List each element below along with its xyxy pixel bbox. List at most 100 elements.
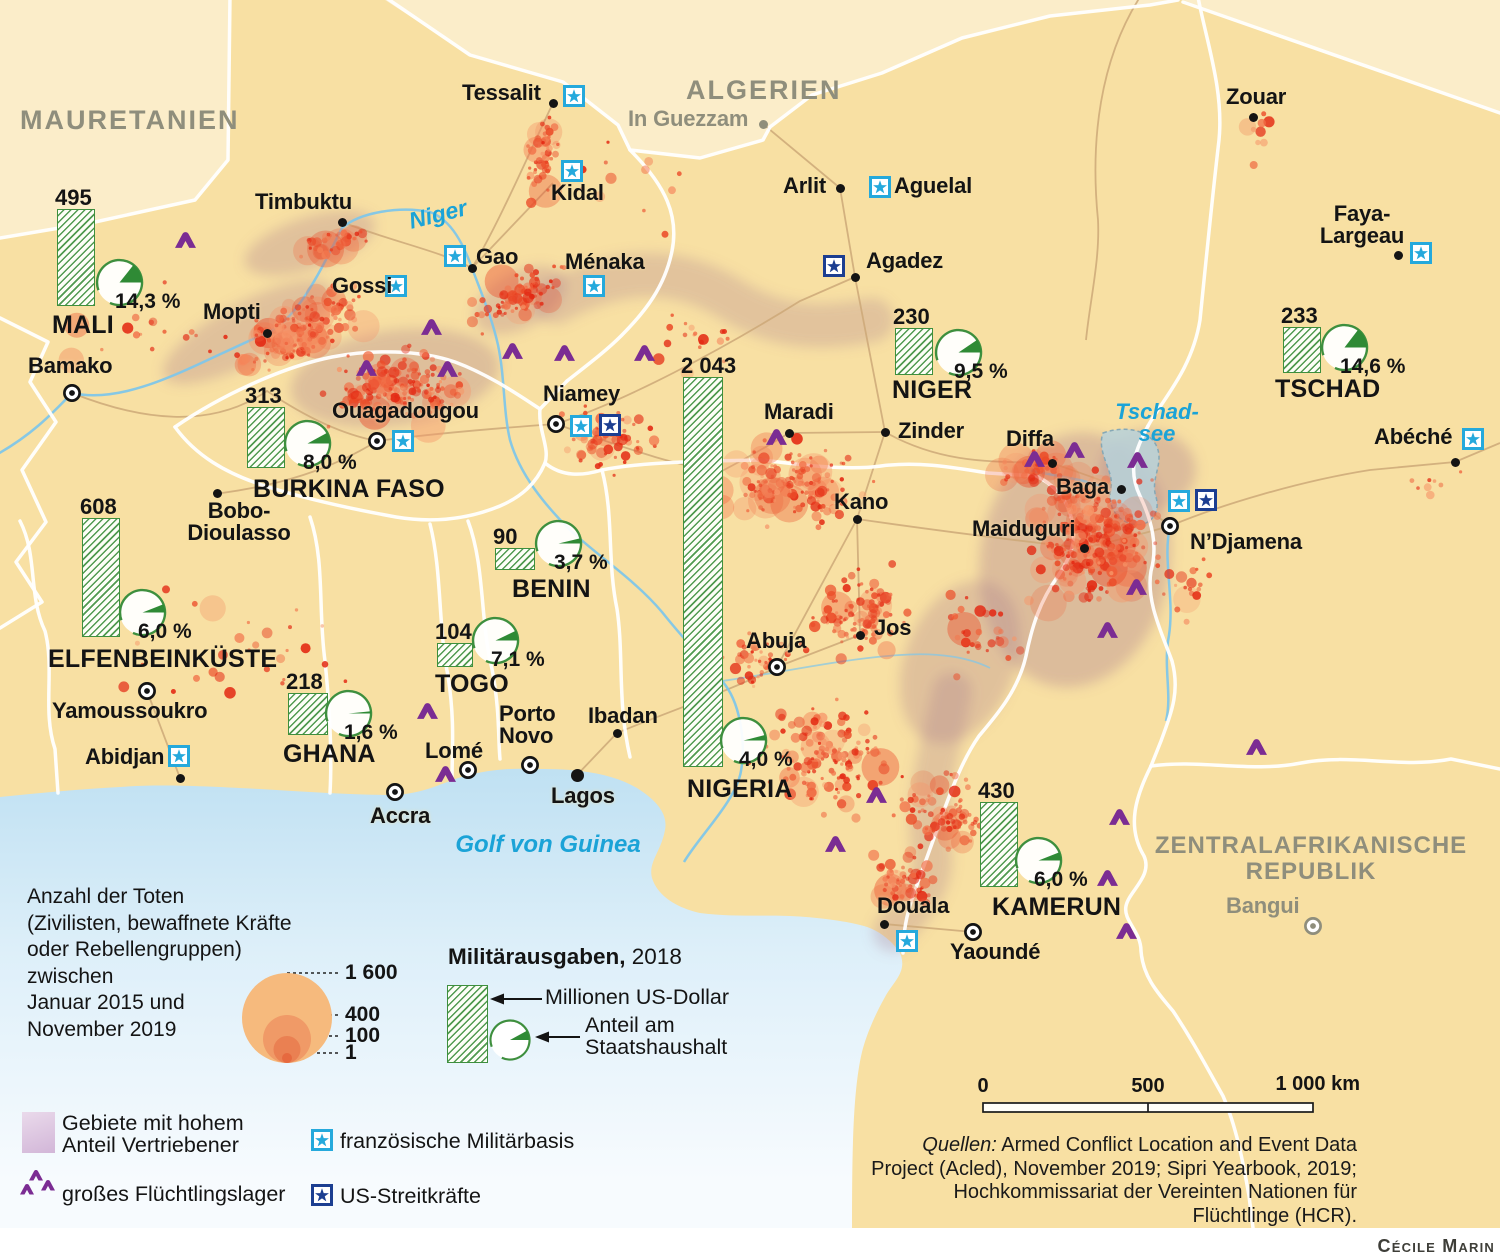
deaths-circle-value: 1 (345, 1041, 357, 1064)
deaths-circle-value: 100 (345, 1024, 381, 1047)
spending-legend-title: Militärausgaben, 2018 (448, 944, 682, 970)
city-label: Faya- Largeau (1319, 201, 1405, 249)
spending-country: ELFENBEINKÜSTE (48, 645, 278, 673)
city-label: Ibadan (588, 703, 658, 728)
sources-line-2: Project (Acled), November 2019; Sipri Ye… (871, 1157, 1357, 1180)
city-dot (612, 728, 622, 738)
french-base-icon (570, 415, 592, 437)
city-label: Abidjan (85, 744, 165, 769)
city-label: Bamako (28, 353, 113, 378)
city-dot (570, 768, 584, 782)
city-dot (175, 773, 185, 783)
scale-0: 0 (977, 1075, 989, 1097)
refugee-camp-icon (1116, 923, 1137, 944)
city-label: Niamey (543, 381, 621, 406)
french-base-icon (168, 745, 190, 767)
sources-block: Quellen: Armed Conflict Location and Eve… (860, 1134, 1357, 1228)
city-label: Jos (874, 615, 912, 640)
spending-country: BENIN (512, 575, 591, 603)
spending-pie (283, 419, 331, 467)
displaced-area-swatch (22, 1112, 55, 1153)
city-label: Agadez (866, 248, 944, 273)
spending-percent: 7,1 % (491, 648, 545, 671)
city-label: Tessalit (462, 80, 541, 105)
city-label: Bangui (1226, 893, 1300, 918)
spending-percent: 14,6 % (1340, 355, 1406, 378)
spending-value: 430 (978, 778, 1015, 803)
city-dot (1116, 484, 1126, 494)
spending-pie (1320, 323, 1368, 371)
city-label: N’Djamena (1190, 529, 1302, 554)
spending-value: 104 (435, 619, 472, 644)
refugee-camp-icon (1126, 579, 1147, 600)
spending-legend-arrows (490, 993, 580, 1043)
author-credit: Cécile Marin (1377, 1236, 1495, 1256)
french-base-icon (1462, 428, 1484, 450)
scale-bar (982, 1102, 1314, 1113)
spending-country: TOGO (435, 670, 509, 698)
refugee-camp-icon (435, 766, 456, 787)
capital-marker (1159, 515, 1181, 542)
city-label: Yamoussoukro (52, 698, 208, 723)
city-label: Kidal (551, 180, 604, 205)
city-dot (1079, 543, 1089, 553)
refugee-camp-icon (1097, 622, 1118, 643)
displaced-area-label: Gebiete mit hohem Anteil Vertriebener (62, 1111, 244, 1157)
capital-marker (1302, 915, 1324, 942)
spending-bar (57, 209, 95, 306)
spending-legend-pie-label: Anteil am Staatshaushalt (585, 1013, 728, 1059)
spending-value: 313 (245, 383, 282, 408)
city-label: Accra (370, 803, 431, 828)
refugee-camp-icon (1097, 870, 1118, 891)
spending-bar (980, 802, 1018, 887)
spending-value: 608 (80, 494, 117, 519)
french-base-icon (1410, 242, 1432, 264)
city-label: Ouagadougou (332, 398, 479, 423)
city-label: Lomé (425, 738, 483, 763)
city-label: Ménaka (565, 249, 645, 274)
city-label: Lagos (551, 783, 615, 808)
capital-marker (545, 413, 567, 440)
capital-marker (457, 759, 479, 786)
refugee-camp-icon (554, 345, 575, 366)
refugee-camp-icon (356, 360, 377, 381)
spending-pie (95, 258, 143, 306)
refugee-camp-icon (1127, 452, 1148, 473)
city-dot (1047, 458, 1057, 468)
spending-percent: 9,5 % (954, 360, 1008, 383)
spending-bar (495, 548, 535, 570)
city-dot (784, 428, 794, 438)
city-dot (262, 328, 272, 338)
city-label: Baga (1056, 474, 1109, 499)
refugee-camp-icon (417, 703, 438, 724)
spending-legend-pie (489, 1019, 531, 1061)
spending-value: 2 043 (681, 353, 737, 378)
country-label: MAURETANIEN (20, 105, 240, 135)
city-label: In Guezzam (628, 106, 749, 131)
spending-bar (288, 693, 328, 735)
spending-value: 90 (493, 524, 518, 549)
land-mass (0, 0, 1500, 1228)
spending-value: 230 (893, 304, 930, 329)
refugee-camp-icon (1024, 451, 1045, 472)
country-label: ALGERIEN (686, 75, 842, 105)
city-label: Arlit (783, 173, 827, 198)
city-dot (855, 630, 865, 640)
spending-country: NIGERIA (687, 775, 793, 803)
refugee-camp-icon (502, 343, 523, 364)
refugee-camp-icon (866, 787, 887, 808)
deaths-legend-circles (242, 972, 341, 1063)
french-base-icon (385, 275, 407, 297)
spending-legend-bar-label: Millionen US-Dollar (545, 985, 729, 1009)
sources-quellen: Quellen: (922, 1134, 997, 1156)
conflict-dots-layer (58, 111, 1463, 909)
spending-pie (118, 588, 166, 636)
city-label: Aguelal (894, 173, 973, 198)
french-base-icon (561, 160, 583, 182)
spending-percent: 6,0 % (1034, 868, 1088, 891)
refugee-camp-icon (437, 361, 458, 382)
spending-pie (324, 689, 372, 737)
capital-marker (962, 921, 984, 948)
capital-marker (384, 781, 406, 808)
